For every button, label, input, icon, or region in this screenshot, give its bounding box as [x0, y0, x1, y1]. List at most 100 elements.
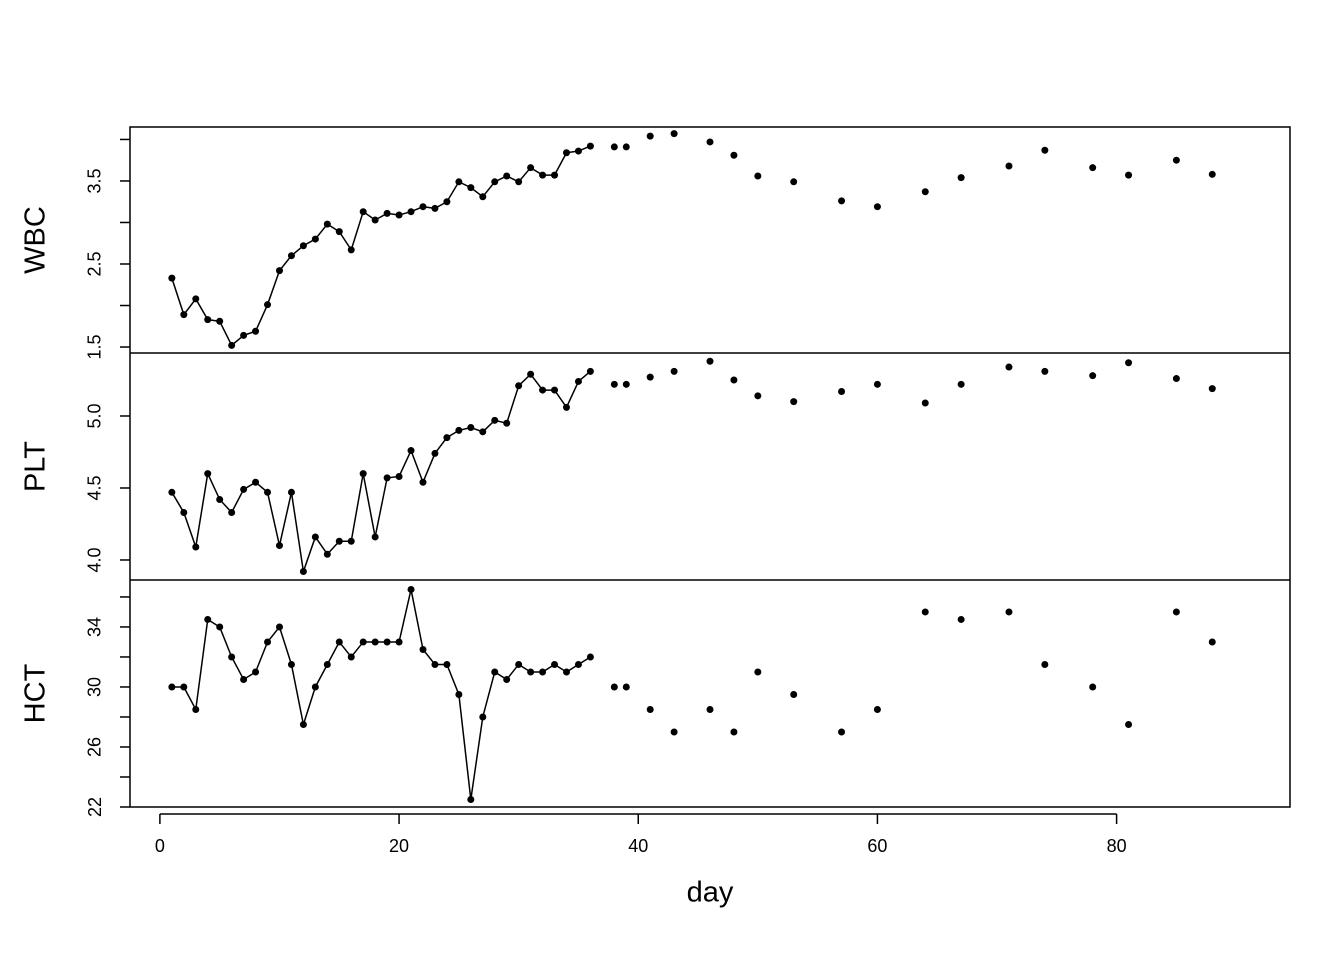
- plot-frame: [129, 126, 1291, 808]
- y-tick-label: 22: [85, 797, 105, 817]
- data-point: [323, 220, 331, 228]
- data-point: [264, 488, 272, 496]
- data-point: [1125, 720, 1133, 728]
- data-point: [491, 668, 499, 676]
- data-point: [539, 171, 547, 179]
- data-point: [359, 208, 367, 216]
- data-point: [706, 357, 714, 365]
- data-point: [622, 683, 630, 691]
- data-point: [407, 585, 415, 593]
- data-point: [479, 193, 487, 201]
- data-point: [586, 142, 594, 150]
- y-tick-label: 30: [85, 677, 105, 697]
- data-point: [287, 660, 295, 668]
- data-point: [359, 470, 367, 478]
- data-point: [371, 533, 379, 541]
- data-point: [1125, 359, 1133, 367]
- data-point: [790, 398, 798, 406]
- data-point: [670, 367, 678, 375]
- data-point: [670, 130, 678, 138]
- data-point: [419, 203, 427, 211]
- data-point: [204, 615, 212, 623]
- data-point: [467, 795, 475, 803]
- data-point: [168, 683, 176, 691]
- data-point: [299, 568, 307, 576]
- data-point: [957, 380, 965, 388]
- y-axis-label: WBC: [20, 206, 52, 274]
- data-point: [1172, 156, 1180, 164]
- data-point: [371, 216, 379, 224]
- data-point: [240, 675, 248, 683]
- data-point: [562, 149, 570, 157]
- data-point: [838, 197, 846, 205]
- data-point: [1089, 164, 1097, 172]
- y-tick-label: 1.5: [85, 335, 105, 360]
- data-point: [311, 683, 319, 691]
- data-point: [311, 235, 319, 243]
- data-point: [527, 668, 535, 676]
- x-tick-label: 80: [1107, 836, 1127, 856]
- data-point: [1208, 638, 1216, 646]
- data-point: [1089, 683, 1097, 691]
- data-point: [957, 174, 965, 182]
- data-point: [957, 615, 965, 623]
- data-point: [622, 380, 630, 388]
- data-point: [491, 178, 499, 186]
- data-point: [527, 164, 535, 172]
- data-point: [1208, 385, 1216, 393]
- data-point: [168, 274, 176, 282]
- data-point: [622, 143, 630, 151]
- data-point: [443, 434, 451, 442]
- data-point: [1172, 608, 1180, 616]
- data-point: [180, 683, 188, 691]
- data-point: [383, 474, 391, 482]
- data-point: [347, 246, 355, 254]
- data-point: [838, 388, 846, 396]
- data-point: [706, 138, 714, 146]
- x-tick-label: 60: [867, 836, 887, 856]
- data-point: [204, 316, 212, 324]
- data-point: [730, 151, 738, 159]
- data-point: [455, 690, 463, 698]
- data-point: [551, 171, 559, 179]
- data-point: [311, 533, 319, 541]
- data-point: [180, 508, 188, 516]
- data-point: [299, 720, 307, 728]
- data-point: [419, 645, 427, 653]
- data-point: [204, 470, 212, 478]
- y-tick-label: 26: [85, 737, 105, 757]
- data-point: [503, 675, 511, 683]
- data-point: [646, 705, 654, 713]
- data-point: [873, 203, 881, 211]
- data-point: [252, 478, 260, 486]
- data-point: [299, 242, 307, 250]
- data-point: [586, 367, 594, 375]
- data-point: [431, 204, 439, 212]
- data-point: [252, 327, 260, 335]
- data-point: [610, 683, 618, 691]
- data-point: [275, 267, 283, 275]
- data-point: [264, 638, 272, 646]
- data-point: [921, 399, 929, 407]
- y-axis-label: HCT: [20, 663, 52, 723]
- data-point: [228, 653, 236, 661]
- data-point: [347, 653, 355, 661]
- y-tick-label: 4.0: [85, 547, 105, 572]
- data-point: [610, 380, 618, 388]
- data-point: [264, 301, 272, 309]
- data-point: [383, 209, 391, 217]
- data-point: [383, 638, 391, 646]
- data-point: [1041, 660, 1049, 668]
- y-tick-label: 2.5: [85, 251, 105, 276]
- data-point: [407, 447, 415, 455]
- data-point: [706, 705, 714, 713]
- x-tick-label: 20: [389, 836, 409, 856]
- data-point: [873, 705, 881, 713]
- data-point: [539, 668, 547, 676]
- data-point: [467, 184, 475, 192]
- data-point: [515, 178, 523, 186]
- data-point: [670, 728, 678, 736]
- data-point: [240, 331, 248, 339]
- data-point: [754, 172, 762, 180]
- data-point: [455, 178, 463, 186]
